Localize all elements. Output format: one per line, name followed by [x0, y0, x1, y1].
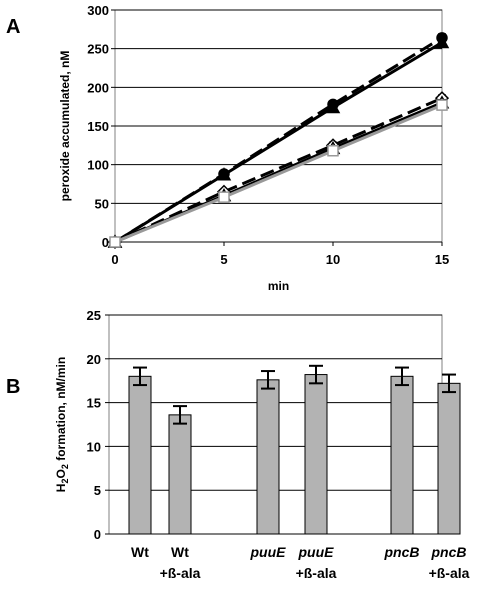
- panel-b-bar: [128, 375, 152, 535]
- panel-a-gridlines: [115, 9, 442, 204]
- panel-b-category-label: pncB: [431, 544, 467, 560]
- panel-b-bar: [390, 375, 414, 535]
- panel-b-y-tick-label: 20: [87, 352, 101, 367]
- panel-a-y-tick-label: 300: [87, 3, 109, 18]
- panel-b-y-axis-title-part: H: [54, 484, 68, 493]
- panel-a-letter: A: [6, 16, 20, 38]
- panel-a-line-chart: 0 50 100 150 200 250 300 0 5 10 15 peroxide accum…: [58, 3, 450, 293]
- panel-b-category-sublabel: +ß-ala: [160, 565, 201, 581]
- panel-b-category-sublabel: +ß-ala: [429, 565, 470, 581]
- panel-b-y-axis-title: H2O2 formation, nM/min: [54, 357, 70, 492]
- panel-b-y-ticks: 0 5 10 15 20 25: [87, 308, 109, 542]
- panel-b-bar: [304, 374, 328, 535]
- panel-b-letter: B: [6, 376, 20, 398]
- panel-b-category-label: pncB: [384, 544, 420, 560]
- panel-b-y-axis-title-part: formation, nM/min: [54, 357, 68, 464]
- panel-a-data-point: [109, 236, 121, 248]
- panel-a-data-point: [436, 99, 448, 111]
- panel-a-y-tick-label: 50: [95, 196, 109, 211]
- panel-a-x-ticks: 0 5 10 15: [111, 241, 449, 267]
- panel-b-y-tick-label: 15: [87, 396, 101, 411]
- panel-a-y-tick-label: 0: [102, 235, 109, 250]
- panel-a-y-tick-label: 200: [87, 80, 109, 95]
- panel-a-y-tick-label: 100: [87, 158, 109, 173]
- panel-a-data-point: [325, 99, 341, 114]
- panel-a-x-axis-title: min: [268, 279, 289, 293]
- panel-b-y-axis-title-part: 2: [60, 479, 70, 484]
- panel-b-y-tick-label: 10: [87, 439, 101, 454]
- panel-a-x-tick-label: 10: [326, 252, 340, 267]
- panel-b-bars: [128, 364, 461, 535]
- panel-a-x-tick-label: 5: [220, 252, 227, 267]
- panel-a-data-point: [434, 34, 450, 49]
- panel-a-y-tick-label: 150: [87, 119, 109, 134]
- panel-b-y-tick-label: 0: [94, 527, 101, 542]
- panel-a-data-point: [327, 144, 339, 157]
- panel-a-x-tick-label: 0: [111, 252, 118, 267]
- panel-b-y-tick-label: 25: [87, 308, 101, 323]
- panel-a-series: [107, 32, 450, 250]
- panel-a-series-line: [114, 41, 443, 244]
- panel-b-category-label: puuE: [250, 544, 287, 560]
- panel-b-y-axis-title-part: 2: [60, 464, 70, 469]
- panel-a-series-line: [114, 103, 443, 244]
- panel-a-y-tick-label: 250: [87, 42, 109, 57]
- panel-a-data-point: [218, 191, 230, 203]
- panel-b-bar: [437, 382, 461, 535]
- panel-b-bar: [168, 414, 192, 535]
- panel-b-category-sublabel: +ß-ala: [296, 565, 337, 581]
- panel-b-y-axis-title-part: O: [54, 469, 68, 478]
- panel-b-y-tick-label: 5: [94, 483, 101, 498]
- panel-a-y-ticks: 0 50 100 150 200 250 300: [87, 3, 115, 250]
- panel-b-category-labels: Wt Wt +ß-ala puuE puuE +ß-ala pncB pncB +ß-ala: [131, 544, 470, 581]
- panel-a-data-point: [216, 167, 232, 181]
- panel-b-bar-chart: 0 5 10 15 20 25 Wt Wt +ß-ala puuE puuE +ß-ala pncB p…: [54, 308, 470, 581]
- panel-b-category-label: Wt: [171, 544, 189, 560]
- panel-a-y-axis-title: peroxide accumulated, nM: [58, 51, 72, 202]
- panel-a-x-tick-label: 15: [435, 252, 449, 267]
- panel-a-series-line: [114, 96, 443, 244]
- panel-b-category-label: puuE: [298, 544, 335, 560]
- panel-a-series-square-open: [109, 99, 448, 248]
- panel-b-category-label: Wt: [131, 544, 149, 560]
- panel-b-bar: [256, 379, 280, 535]
